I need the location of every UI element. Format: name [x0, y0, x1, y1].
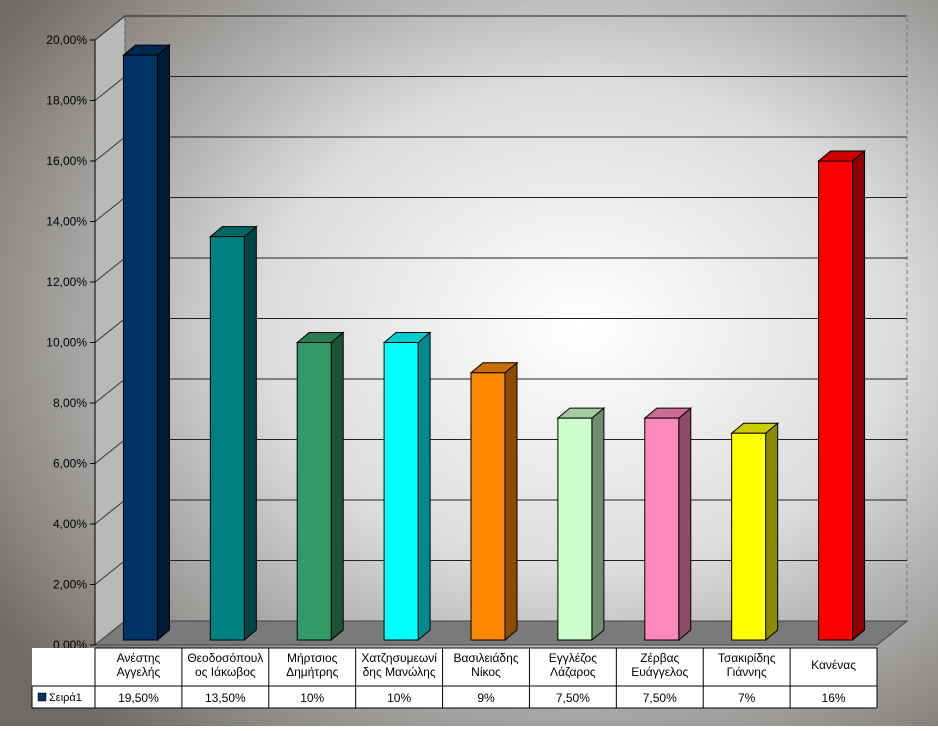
category-label: ος Ιάκωβος: [195, 665, 256, 679]
legend-key: [37, 692, 47, 702]
bar-side: [330, 331, 344, 642]
bar-5: [469, 361, 519, 642]
legend-series-name: Σειρά1: [49, 692, 82, 704]
category-label: Ανέστης: [117, 651, 161, 665]
gridline-diagonal: [94, 560, 126, 585]
gridline-diagonal: [94, 318, 126, 343]
data-label: 10%: [300, 691, 324, 705]
gridline-diagonal: [94, 439, 126, 464]
y-tick-label: 20,00%: [46, 33, 87, 47]
category-label: Γιάννης: [727, 665, 767, 679]
data-label: 16%: [822, 691, 846, 705]
category-label: Ευάγγελος: [631, 665, 688, 679]
y-tick-label: 12,00%: [46, 275, 87, 289]
bar-side: [852, 149, 866, 642]
bar-side: [156, 44, 170, 642]
y-tick-label: 16,00%: [46, 154, 87, 168]
bar-front: [383, 342, 419, 641]
bar-front: [470, 372, 506, 641]
data-label: 7,50%: [556, 691, 590, 705]
gridline-diagonal: [94, 499, 126, 525]
category-label: Αγγελής: [117, 665, 161, 679]
data-table-bg: [32, 648, 877, 708]
bar-4: [382, 331, 432, 642]
y-tick-label: 10,00%: [46, 336, 87, 350]
bar-front: [557, 417, 593, 641]
data-label: 10%: [387, 691, 411, 705]
bar-side: [678, 407, 692, 642]
category-label: Νίκος: [471, 665, 501, 679]
category-label: Ζέρβας: [640, 651, 679, 665]
bar-3: [295, 331, 345, 642]
gridline-diagonal: [94, 378, 126, 404]
bar-front: [644, 417, 680, 641]
bar-front: [818, 160, 854, 641]
gridline-diagonal: [94, 15, 126, 41]
bar-front: [122, 54, 158, 641]
bar-front: [731, 432, 767, 641]
y-tick-label: 8,00%: [53, 396, 87, 410]
bar-1: [122, 44, 171, 642]
gridline-diagonal: [94, 76, 126, 101]
gridline-diagonal: [94, 197, 126, 222]
bar-side: [591, 407, 605, 642]
category-label: Λάζαρος: [550, 665, 596, 679]
data-label: 13,50%: [205, 691, 246, 705]
category-label: Θεοδοσόπουλ: [187, 651, 263, 665]
y-tick-label: 4,00%: [53, 517, 87, 531]
y-tick-label: 6,00%: [53, 457, 87, 471]
bar-side: [765, 422, 779, 642]
category-label: Βασιλειάδης: [453, 651, 518, 665]
bar-front: [209, 236, 245, 641]
bar-2: [208, 225, 258, 642]
bar-8: [730, 422, 780, 642]
y-tick-label: 18,00%: [46, 94, 87, 108]
data-label: 9%: [477, 691, 495, 705]
bar-side: [504, 361, 518, 642]
gridline-diagonal: [94, 257, 126, 283]
category-label: Εγγλέζος: [549, 651, 598, 665]
y-tick-label: 2,00%: [53, 578, 87, 592]
bar-6: [556, 407, 606, 642]
category-label: Τσακιρίδης: [718, 651, 776, 665]
data-label: 7%: [738, 691, 756, 705]
bar-front: [296, 342, 332, 641]
category-label: δης Μανώλης: [363, 665, 436, 679]
category-label: Χατζησυμεωνί: [361, 651, 437, 665]
gridline-diagonal: [94, 136, 126, 162]
data-label: 7,50%: [643, 691, 677, 705]
bar-side: [243, 225, 257, 642]
category-label: Δημήτρης: [286, 665, 339, 679]
y-tick-label: 14,00%: [46, 215, 87, 229]
category-label: Μήρτσιος: [287, 651, 338, 665]
data-label: 19,50%: [118, 691, 159, 705]
bar-9: [817, 149, 866, 642]
category-label: Κανένας: [811, 658, 856, 672]
bar-side: [417, 331, 431, 642]
bar-7: [643, 407, 693, 642]
